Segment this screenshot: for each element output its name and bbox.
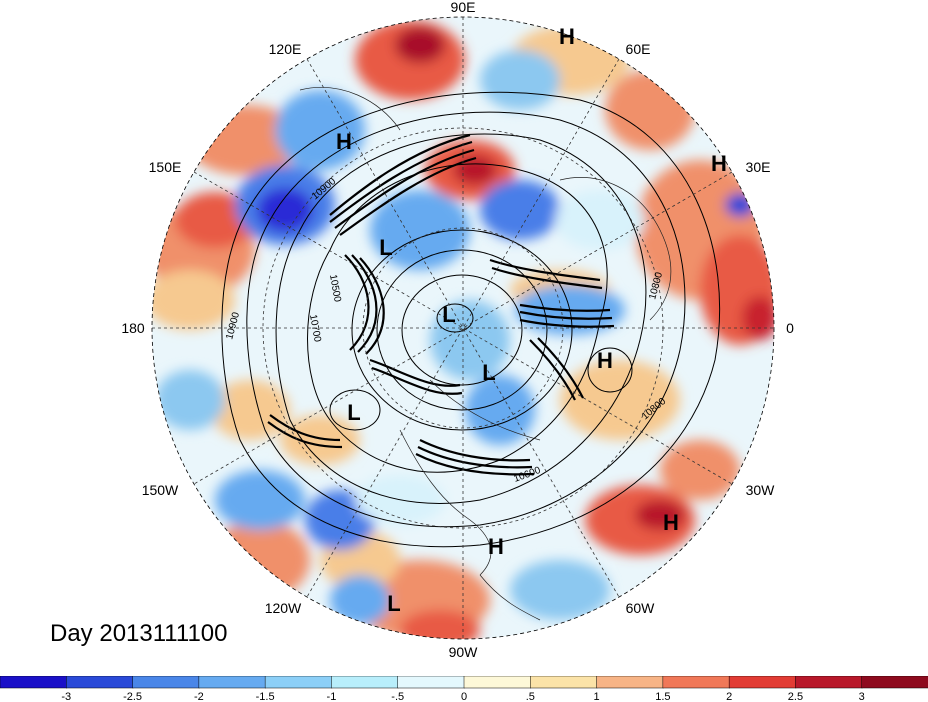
coastlines [299, 87, 672, 621]
colorbar-tick-label: -2.5 [123, 691, 142, 702]
high-center-3: H [711, 151, 727, 176]
map-boundary [151, 16, 775, 640]
contour-label: 10700 [307, 314, 323, 344]
colorbar-tick-label: 3 [859, 691, 865, 702]
colorbar-swatch [0, 676, 68, 689]
colorbar-swatch [728, 676, 797, 689]
colorbar-tick-label: .5 [526, 691, 535, 702]
colorbar-swatch [662, 676, 730, 689]
colorbar-swatch [198, 676, 266, 689]
colorbar-swatch [397, 676, 465, 689]
low-center-4: L [347, 400, 360, 425]
colorbar-tick-label: 2 [726, 691, 732, 702]
low-center-2: L [442, 302, 455, 327]
colorbar-tick-label: -1.5 [256, 691, 275, 702]
lon-label-60w: 60W [626, 600, 656, 616]
high-center-6: H [488, 534, 504, 559]
colorbar-swatch [463, 676, 532, 689]
high-center-4: H [597, 348, 613, 373]
high-center-5: H [663, 510, 679, 535]
colorbar-tick-label: 0 [461, 691, 467, 702]
colorbar-swatch [264, 676, 333, 689]
colorbar-swatch [596, 676, 664, 689]
lon-label-150e: 150E [149, 159, 182, 175]
lon-label-60e: 60E [626, 41, 651, 57]
colorbar-tick-label: 1 [594, 691, 600, 702]
low-center-5: L [387, 591, 400, 616]
graticule [152, 17, 774, 639]
lon-label-30w: 30W [746, 482, 776, 498]
lon-label-120e: 120E [269, 41, 302, 57]
contour-label: 10500 [327, 274, 343, 304]
colorbar-swatch [530, 676, 598, 689]
high-center-2: H [336, 129, 352, 154]
lon-label-180: 180 [121, 320, 145, 336]
lon-label-150w: 150W [142, 482, 179, 498]
low-center-1: L [379, 235, 392, 260]
lon-label-90e: 90E [451, 0, 476, 15]
colorbar-swatch [132, 676, 200, 689]
colorbar-swatch [795, 676, 863, 689]
height-contours [221, 91, 721, 548]
lon-label-90w: 90W [449, 644, 479, 660]
colorbar-swatch [66, 676, 134, 689]
colorbar-tick-label: -3 [61, 691, 71, 702]
polar-map: 90E 60E 30E 0 30W 60W 90W 120W 150W 180 … [121, 0, 794, 660]
lon-label-120w: 120W [265, 600, 302, 616]
colorbar-tick-label: -.5 [391, 691, 404, 702]
jet-contours [267, 133, 615, 476]
lon-label-30e: 30E [746, 159, 771, 175]
date-label: Day 2013111100 [50, 620, 228, 647]
colorbar-swatches [0, 676, 928, 689]
colorbar-tick-label: 2.5 [788, 691, 803, 702]
colorbar-tick-label: 1.5 [655, 691, 670, 702]
high-center-1: H [559, 24, 575, 49]
colorbar-tick-label: -1 [327, 691, 337, 702]
colorbar-ticks: -3 -2.5 -2 -1.5 -1 -.5 0 .5 1 1.5 2 2.5 3 [61, 691, 864, 702]
colorbar-swatch [331, 676, 399, 689]
colorbar-swatch [861, 676, 928, 689]
colorbar-tick-label: -2 [194, 691, 204, 702]
colorbar: -3 -2.5 -2 -1.5 -1 -.5 0 .5 1 1.5 2 2.5 3 [0, 676, 928, 702]
low-center-3: L [482, 360, 495, 385]
lon-label-0: 0 [786, 320, 794, 336]
